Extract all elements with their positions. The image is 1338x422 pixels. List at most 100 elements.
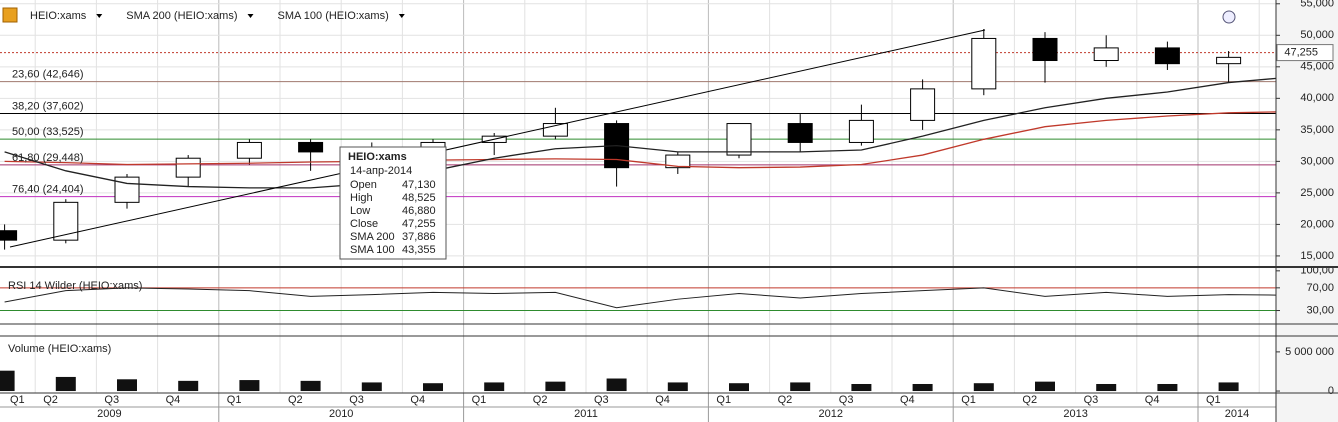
legend-entry: HEIO:xams [30,10,87,22]
sma-line [4,111,1276,169]
candle-body [1216,56,1242,65]
volume-bar [0,370,15,392]
volume-bar [606,378,627,392]
legend-entry: SMA 100 (HEIO:xams) [278,10,389,22]
candle-body [971,37,997,90]
tooltip-value: 37,886 [402,231,436,243]
rsi-line [4,287,1276,309]
clock-icon[interactable] [1222,10,1236,24]
x-tick-label: Q1 [716,394,731,406]
x-tick-label: Q4 [900,394,915,406]
panel-title: RSI 14 Wilder (HEIO:xams) [8,280,142,292]
year-label: 2009 [97,408,121,420]
volume-bar [178,380,199,392]
candle-body [726,123,752,156]
volume-bar [361,382,382,392]
x-tick-label: Q1 [472,394,487,406]
tooltip-label: SMA 200 [350,231,395,243]
x-tick-label: Q4 [410,394,425,406]
x-tick-label: Q1 [961,394,976,406]
legend-arrow [247,14,254,18]
x-tick-label: Q2 [1022,394,1037,406]
legend-entry: SMA 200 (HEIO:xams) [126,10,237,22]
tooltip-title: HEIO:xams [348,151,407,163]
x-tick-label: Q1 [10,394,25,406]
volume-bar [1035,381,1055,392]
y-tick-label: 70,00 [1306,282,1334,294]
tooltip-label: High [350,192,373,204]
x-tick-label: Q3 [104,394,119,406]
tooltip-value: 47,255 [402,218,436,230]
candle-body [787,123,813,143]
axis-panel [1276,0,1338,422]
tooltip-label: SMA 100 [350,244,395,256]
candle-body [1093,47,1119,62]
volume-bar [790,382,811,392]
volume-bar [117,379,137,392]
year-label: 2013 [1063,408,1087,420]
legend-arrow [398,14,405,18]
year-label: 2014 [1225,408,1249,420]
x-tick-label: Q2 [43,394,58,406]
tooltip-label: Low [350,205,370,217]
x-tick-label: Q3 [594,394,609,406]
volume-bar [667,382,688,392]
x-tick-label: Q3 [1084,394,1099,406]
tooltip-value: 43,355 [402,244,436,256]
tooltip-label: Open [350,179,377,191]
tooltip-label: Close [350,218,378,230]
x-tick-label: Q4 [1145,394,1160,406]
panel-title: Volume (HEIO:xams) [8,343,111,355]
candle-body [114,176,140,203]
legend-arrow [96,14,103,18]
volume-bar [1218,382,1239,392]
y-tick-label: 15,000 [1300,250,1334,262]
volume-bar [1096,383,1117,392]
tooltip-date: 14-апр-2014 [350,165,412,177]
year-label: 2010 [329,408,353,420]
tooltip-value: 47,130 [402,179,436,191]
candle-body [0,230,18,241]
tooltip [339,146,447,260]
candle-body [1154,47,1180,65]
level-label: 23,60 (42,646) [12,69,84,81]
candle-body [53,201,79,241]
level-label: 76,40 (24,404) [12,184,84,196]
x-tick-label: Q1 [227,394,242,406]
year-label: 2012 [819,408,843,420]
y-tick-label: 55,000 [1300,0,1334,10]
volume-bar [545,381,566,392]
y-tick-label: 20,000 [1300,218,1334,230]
candle-body [848,119,874,143]
current-price-label: 47,255 [1284,47,1318,59]
y-tick-label: 0 [1328,385,1334,397]
candle-body [236,141,262,159]
tooltip-value: 46,880 [402,205,436,217]
y-tick-label: 5 000 000 [1285,346,1334,358]
candle-body [175,157,201,178]
volume-bar [729,383,749,392]
volume-bar [912,383,933,392]
candle-body [665,154,691,169]
y-tick-label: 30,000 [1300,155,1334,167]
volume-bar [423,383,443,392]
volume-bar [484,382,505,392]
candle-body [1032,37,1058,62]
level-label: 38,20 (37,602) [12,100,84,112]
x-tick-label: Q1 [1206,394,1221,406]
trend-line [9,29,986,248]
tooltip-value: 48,525 [402,192,436,204]
candle-body [298,141,324,153]
year-label: 2011 [574,408,598,420]
volume-bar [300,380,321,392]
x-tick-label: Q3 [839,394,854,406]
x-tick-label: Q3 [349,394,364,406]
x-tick-label: Q4 [655,394,670,406]
volume-bar [239,380,260,392]
app-icon[interactable] [2,7,18,23]
y-tick-label: 45,000 [1300,61,1334,73]
y-tick-label: 25,000 [1300,187,1334,199]
volume-bar [851,383,872,392]
